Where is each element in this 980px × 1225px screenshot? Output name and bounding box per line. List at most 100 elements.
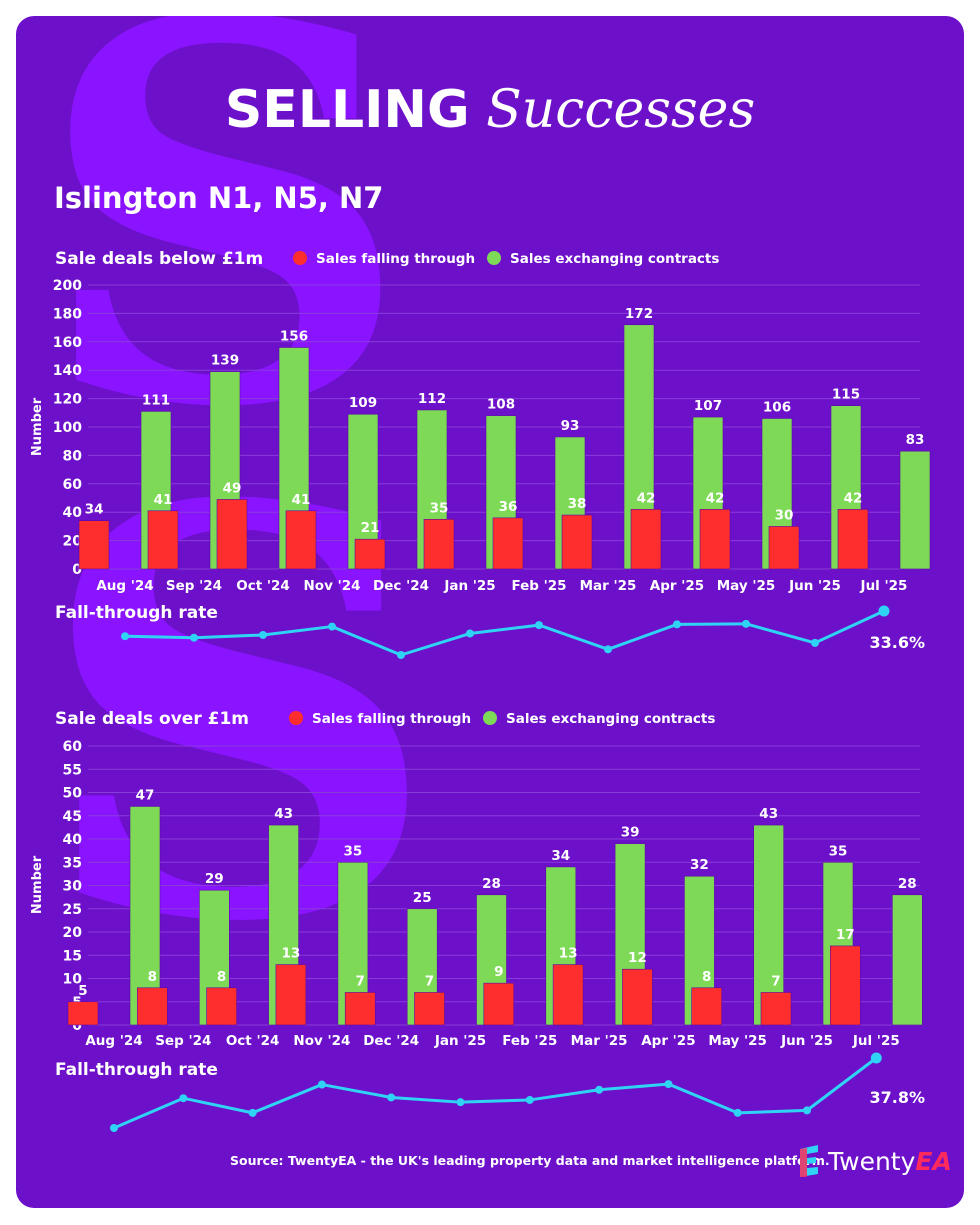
data-label: 83 [906, 432, 925, 448]
logo-text: Twenty [828, 1147, 916, 1176]
bar-exchanging [891, 894, 923, 1026]
data-label: 30 [775, 507, 794, 523]
rate-point [121, 632, 129, 641]
x-tick-label: Dec '24 [373, 578, 429, 594]
y-tick-label: 200 [53, 278, 82, 294]
x-tick-label: Feb '25 [502, 1033, 557, 1049]
data-label: 21 [361, 520, 380, 536]
data-label: 106 [763, 399, 791, 415]
y-tick-label: 20 [63, 534, 83, 550]
data-label: 13 [282, 946, 301, 962]
data-label: 34 [85, 502, 104, 518]
rate-last-value: 33.6% [869, 633, 925, 652]
bar-falling-through [137, 987, 168, 1026]
y-axis-label: Number [30, 855, 45, 914]
bar-falling-through [699, 509, 731, 570]
bar-exchanging [899, 450, 931, 570]
rate-point [466, 629, 474, 638]
legend-swatch [483, 711, 497, 725]
rate-point [742, 619, 750, 628]
area-title: Islington N1, N5, N7 [54, 181, 384, 215]
x-tick-label: Dec '24 [363, 1033, 419, 1049]
rate-label: Fall-through rate [55, 1060, 218, 1080]
data-label: 112 [418, 391, 446, 407]
rate-label: Fall-through rate [55, 603, 218, 623]
rate-point [604, 645, 612, 654]
data-label: 28 [482, 876, 501, 892]
bar-falling-through [354, 538, 386, 570]
title-bold: SELLING [224, 80, 470, 140]
bar-falling-through [423, 518, 455, 570]
rate-point [733, 1108, 742, 1117]
chart-title: Sale deals over £1m [55, 709, 249, 729]
rate-point [259, 630, 267, 639]
data-label: 7 [355, 973, 364, 989]
rate-point [673, 620, 681, 629]
rate-line [124, 609, 885, 657]
data-label: 25 [413, 890, 432, 906]
data-label: 34 [551, 848, 570, 864]
x-tick-label: Jul '25 [852, 1033, 900, 1049]
y-tick-label: 80 [63, 448, 83, 464]
data-label: 49 [223, 480, 242, 496]
bar-falling-through [206, 987, 237, 1026]
logo-icon [800, 1145, 818, 1177]
data-label: 29 [205, 871, 224, 887]
rate-point [664, 1080, 673, 1089]
y-tick-label: 40 [63, 505, 83, 521]
y-tick-label: 40 [63, 832, 83, 848]
data-label: 172 [625, 306, 653, 322]
x-tick-label: Nov '24 [304, 578, 361, 594]
data-label: 108 [487, 397, 515, 413]
legend-swatch [487, 251, 501, 265]
x-tick-label: Oct '24 [236, 578, 290, 594]
y-tick-label: 60 [63, 739, 83, 755]
bar-falling-through [67, 1001, 99, 1026]
data-label: 42 [706, 490, 725, 506]
data-label: 7 [425, 973, 434, 989]
x-tick-label: Apr '25 [641, 1033, 695, 1049]
bar-falling-through [216, 499, 248, 570]
rate-point [811, 638, 819, 647]
bar-falling-through [147, 510, 179, 570]
rate-point [525, 1095, 534, 1104]
data-label: 28 [898, 876, 917, 892]
bar-falling-through [837, 509, 869, 570]
y-tick-label: 0 [72, 1018, 82, 1034]
rate-point [535, 621, 543, 630]
data-label: 139 [211, 353, 239, 369]
rate-point [397, 651, 405, 659]
rate-point [803, 1106, 811, 1115]
data-label: 43 [274, 806, 293, 822]
chart-title: Sale deals below £1m [55, 249, 263, 269]
rate-last-value: 37.8% [869, 1088, 925, 1107]
bar-falling-through [483, 982, 515, 1026]
y-tick-label: 160 [53, 335, 82, 351]
bar-falling-through [275, 964, 307, 1026]
bar-falling-through [78, 520, 110, 570]
x-tick-label: Jun '25 [780, 1033, 833, 1049]
data-label: 9 [494, 964, 503, 980]
data-label: 93 [561, 418, 580, 434]
data-label: 156 [280, 328, 308, 344]
y-tick-label: 55 [63, 762, 82, 778]
source-note: Source: TwentyEA - the UK's leading prop… [230, 1153, 830, 1168]
data-label: 13 [559, 946, 578, 962]
rate-point [110, 1124, 118, 1132]
data-label: 12 [628, 950, 647, 966]
legend-swatch [293, 251, 307, 265]
rate-point [456, 1098, 465, 1107]
rate-line [113, 1056, 878, 1130]
y-tick-label: 140 [53, 363, 82, 379]
rate-point [317, 1080, 326, 1089]
twentyea-logo: TwentyEA [796, 1143, 952, 1183]
x-tick-label: Mar '25 [571, 1033, 628, 1049]
y-tick-label: 120 [53, 392, 82, 408]
x-tick-label: Mar '25 [580, 578, 637, 594]
y-tick-label: 20 [63, 925, 83, 941]
data-label: 36 [499, 499, 518, 515]
x-tick-label: Oct '24 [226, 1033, 280, 1049]
data-label: 7 [771, 973, 780, 989]
y-tick-label: 45 [63, 809, 82, 825]
